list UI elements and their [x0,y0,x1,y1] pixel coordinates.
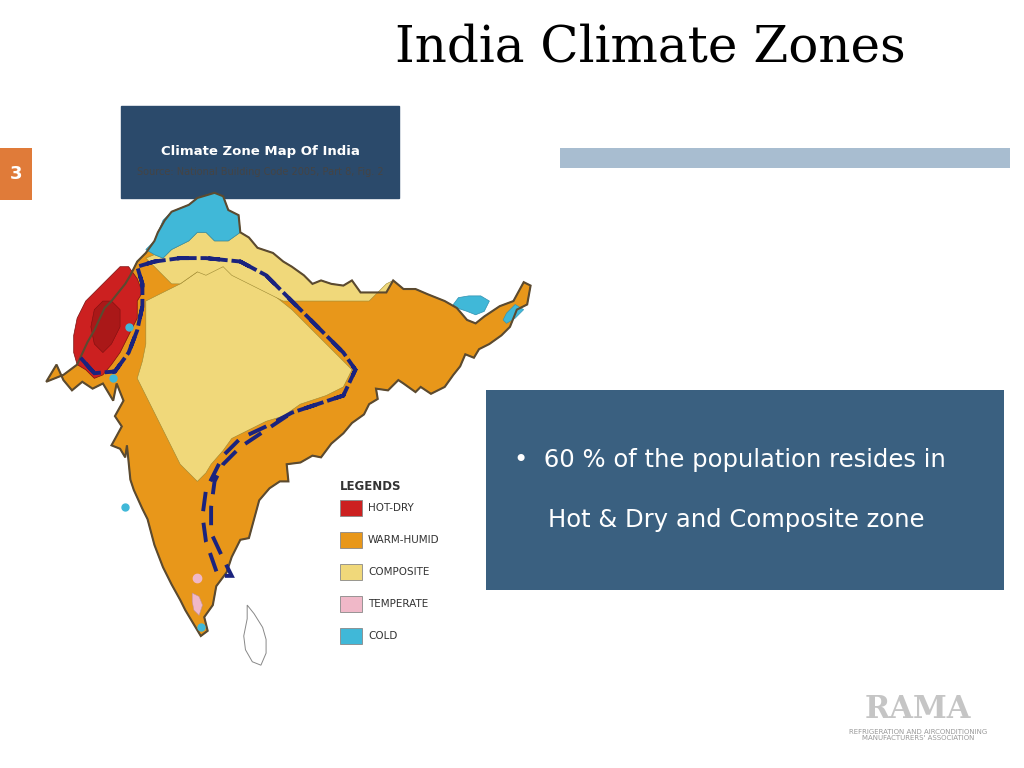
Polygon shape [454,296,489,315]
Text: COMPOSITE: COMPOSITE [368,567,429,577]
Text: India Climate Zones: India Climate Zones [394,23,905,73]
Text: TEMPERATE: TEMPERATE [368,599,428,609]
FancyBboxPatch shape [340,500,362,516]
Text: LEGENDS: LEGENDS [340,480,401,493]
Text: Hot & Dry and Composite zone: Hot & Dry and Composite zone [548,508,925,532]
Text: REFRIGERATION AND AIRCONDITIONING
MANUFACTURERS' ASSOCIATION: REFRIGERATION AND AIRCONDITIONING MANUFA… [849,729,987,741]
Polygon shape [503,304,523,323]
Text: COLD: COLD [368,631,397,641]
Polygon shape [91,301,120,353]
FancyBboxPatch shape [340,596,362,612]
Text: Source: National Building Code 2005, Part 8, Fig. 2: Source: National Building Code 2005, Par… [136,167,383,177]
Text: 3: 3 [10,165,23,183]
Polygon shape [145,233,393,301]
FancyBboxPatch shape [486,390,1004,590]
FancyBboxPatch shape [340,628,362,644]
Polygon shape [137,266,352,482]
FancyBboxPatch shape [0,148,32,200]
Text: •  60 % of the population resides in: • 60 % of the population resides in [514,448,946,472]
Text: HOT-DRY: HOT-DRY [368,503,414,513]
FancyBboxPatch shape [340,532,362,548]
Text: WARM-HUMID: WARM-HUMID [368,535,439,545]
Polygon shape [145,193,241,258]
Text: RAMA: RAMA [865,694,971,726]
Polygon shape [244,605,266,665]
FancyBboxPatch shape [560,148,1010,168]
Polygon shape [193,593,203,615]
Text: Climate Zone Map Of India: Climate Zone Map Of India [161,145,359,158]
Polygon shape [74,266,142,379]
Polygon shape [46,193,530,636]
FancyBboxPatch shape [340,564,362,580]
